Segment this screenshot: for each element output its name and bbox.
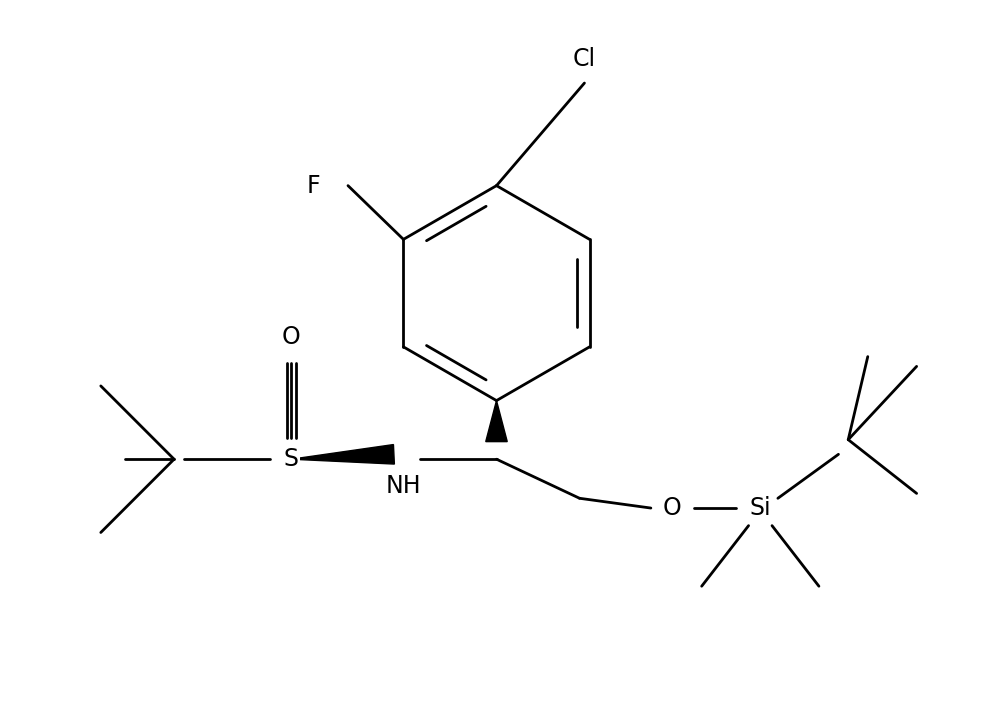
Polygon shape	[291, 445, 394, 464]
Polygon shape	[486, 401, 507, 442]
Text: Cl: Cl	[573, 46, 596, 71]
Text: O: O	[663, 496, 682, 520]
Text: S: S	[284, 448, 299, 471]
Text: Si: Si	[750, 496, 772, 520]
Text: O: O	[282, 325, 301, 349]
Text: NH: NH	[386, 474, 421, 498]
Text: F: F	[307, 174, 321, 197]
